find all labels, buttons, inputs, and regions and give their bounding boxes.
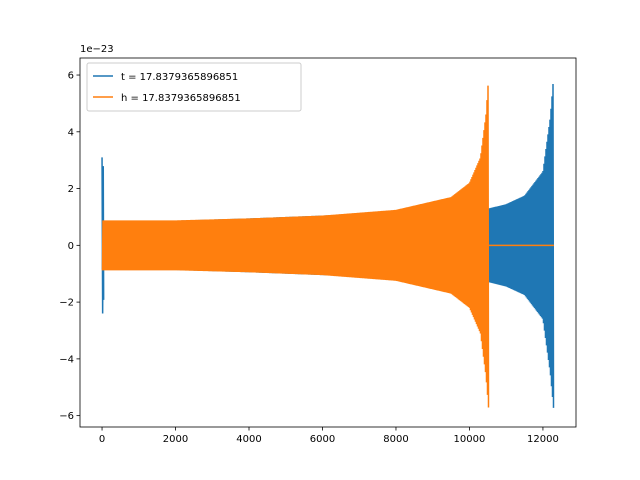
series-line xyxy=(101,85,490,408)
x-tick-label: 2000 xyxy=(163,434,188,445)
x-tick-label: 4000 xyxy=(236,434,261,445)
x-tick-label: 0 xyxy=(99,434,105,445)
series-layer xyxy=(101,83,555,408)
y-tick-label: 6 xyxy=(68,71,74,82)
legend-label: h = 17.8379365896851 xyxy=(121,93,241,104)
y-tick-label: −6 xyxy=(59,411,74,422)
y-axis: −6 −4 −2 0 2 4 6 xyxy=(59,71,80,422)
y-tick-label: 0 xyxy=(68,241,74,252)
y-tick-label: −2 xyxy=(59,298,74,309)
y-tick-label: −4 xyxy=(59,354,74,365)
x-tick-label: 6000 xyxy=(310,434,335,445)
x-tick-label: 8000 xyxy=(383,434,408,445)
axes-frame xyxy=(79,57,577,428)
legend: t = 17.8379365896851 h = 17.8379365896851 xyxy=(86,62,302,112)
legend-label: t = 17.8379365896851 xyxy=(121,72,238,83)
x-tick-label: 10000 xyxy=(454,434,486,445)
y-tick-label: 4 xyxy=(68,127,74,138)
y-tick-label: 2 xyxy=(68,184,74,195)
legend-box xyxy=(86,62,302,112)
series-h xyxy=(101,85,554,408)
y-axis-offset-label: 1e−23 xyxy=(80,44,114,55)
x-tick-label: 12000 xyxy=(527,434,559,445)
x-axis: 0 2000 4000 6000 8000 10000 12000 xyxy=(99,427,559,445)
